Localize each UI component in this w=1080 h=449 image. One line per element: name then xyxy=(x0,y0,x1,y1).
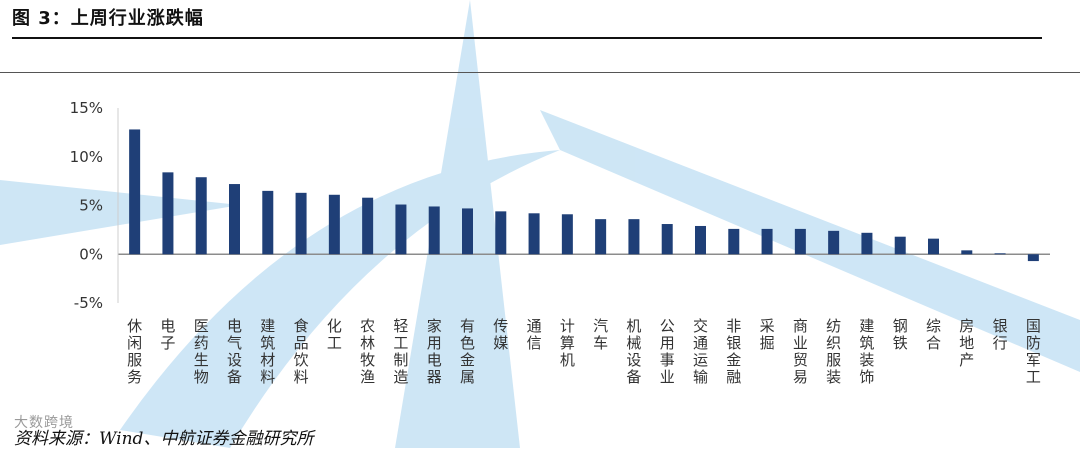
x-category-label: 医药生物 xyxy=(194,317,209,386)
bar xyxy=(961,250,973,255)
x-category-label: 房地产 xyxy=(959,317,974,369)
x-category-label: 通信 xyxy=(527,317,542,352)
chart-frame-top xyxy=(0,72,1080,73)
bar xyxy=(794,228,806,255)
x-category-label: 银行 xyxy=(993,317,1008,352)
bar xyxy=(395,204,407,255)
bar xyxy=(129,129,141,255)
x-category-label: 休闲服务 xyxy=(127,317,142,386)
decor-swoosh xyxy=(120,150,560,448)
x-category-label: 有色金属 xyxy=(460,317,475,386)
x-category-label: 采掘 xyxy=(760,317,775,352)
bar xyxy=(162,172,174,255)
x-category-label: 化工 xyxy=(327,317,342,352)
bar xyxy=(262,190,274,255)
bar xyxy=(994,253,1006,255)
bar xyxy=(695,225,706,255)
x-category-label: 汽车 xyxy=(593,317,608,352)
x-category-label: 公用事业 xyxy=(660,317,675,386)
bar xyxy=(595,219,607,255)
y-tick-label: -5% xyxy=(74,294,103,312)
bar-series xyxy=(129,129,1039,262)
y-axis-tick-labels: 15% 10% 5% 0% -5% xyxy=(70,99,103,312)
x-category-label: 农林牧渔 xyxy=(360,317,375,386)
x-category-label: 交通运输 xyxy=(693,317,708,386)
bar xyxy=(528,213,540,255)
y-tick-label: 5% xyxy=(79,197,103,215)
bar xyxy=(195,177,207,255)
decor-plane-wing xyxy=(395,0,520,448)
decor-arc-left xyxy=(0,180,240,245)
bar xyxy=(561,214,573,255)
x-category-label: 机械设备 xyxy=(626,317,641,386)
bar xyxy=(495,211,507,255)
y-tick-label: 15% xyxy=(70,99,103,117)
source-note: 资料来源：Wind、中航证券金融研究所 xyxy=(14,429,314,449)
x-category-label: 综合 xyxy=(926,317,941,352)
bar xyxy=(229,184,240,255)
bar xyxy=(828,230,840,255)
bar xyxy=(428,206,440,255)
bar xyxy=(728,228,740,255)
bar xyxy=(328,194,340,255)
bar xyxy=(661,224,673,255)
bar xyxy=(462,208,473,255)
x-category-label: 电子 xyxy=(160,317,175,352)
x-category-label: 食品饮料 xyxy=(294,317,309,386)
y-tick-label: 10% xyxy=(70,148,103,166)
x-category-label: 传媒 xyxy=(493,317,508,352)
x-axis-category-labels: 休闲服务 电子 医药生物 电气设备 建筑材料 食品饮料 化工 农林牧渔 轻工制造 家用电器 有色金属… xyxy=(127,317,1041,386)
x-category-label: 非银金融 xyxy=(726,317,741,386)
x-category-label: 钢铁 xyxy=(893,317,908,352)
decor-plane-body xyxy=(540,110,1080,372)
bar xyxy=(761,228,773,255)
bar xyxy=(628,219,640,255)
x-category-label: 纺织服装 xyxy=(826,317,841,386)
bar xyxy=(362,197,374,255)
bar xyxy=(295,192,307,255)
x-category-label: 家用电器 xyxy=(427,317,442,386)
y-tick-label: 0% xyxy=(79,245,103,263)
x-category-label: 商业贸易 xyxy=(793,317,808,386)
x-category-label: 电气设备 xyxy=(227,317,242,386)
bar xyxy=(861,232,873,255)
x-category-label: 轻工制造 xyxy=(393,317,408,386)
x-category-label: 建筑材料 xyxy=(260,317,275,386)
bar xyxy=(1027,254,1039,262)
x-category-label: 建筑装饰 xyxy=(859,317,874,386)
x-category-label: 国防军工 xyxy=(1026,317,1041,386)
watermark-text: 大数跨境 xyxy=(14,415,74,431)
title-underline xyxy=(12,37,1042,39)
x-category-label: 计算机 xyxy=(560,317,575,369)
bar xyxy=(894,236,906,255)
page-title: 图 3：上周行业涨跌幅 xyxy=(12,8,204,29)
bar xyxy=(928,238,939,255)
